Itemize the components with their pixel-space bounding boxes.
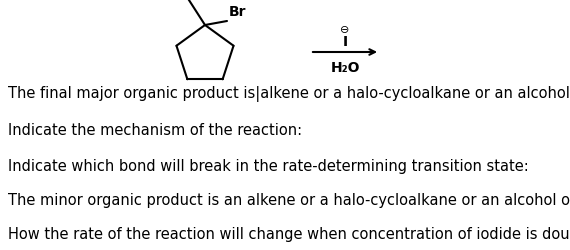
Text: How the rate of the reaction will change when concentration of iodide is doubled: How the rate of the reaction will change…	[8, 227, 570, 242]
Text: The final major organic product is|alkene or a halo-cycloalkane or an alcohol or: The final major organic product is|alken…	[8, 86, 570, 102]
Text: Br: Br	[229, 5, 246, 19]
Text: H₂O: H₂O	[330, 61, 360, 75]
Text: ⊖: ⊖	[340, 25, 349, 35]
Text: I: I	[343, 35, 348, 49]
Text: The minor organic product is an alkene or a halo-cycloalkane or an alcohol or et: The minor organic product is an alkene o…	[8, 193, 570, 208]
Text: Indicate which bond will break in the rate-determining transition state:: Indicate which bond will break in the ra…	[8, 159, 529, 174]
Text: Indicate the mechanism of the reaction:: Indicate the mechanism of the reaction:	[8, 123, 302, 138]
